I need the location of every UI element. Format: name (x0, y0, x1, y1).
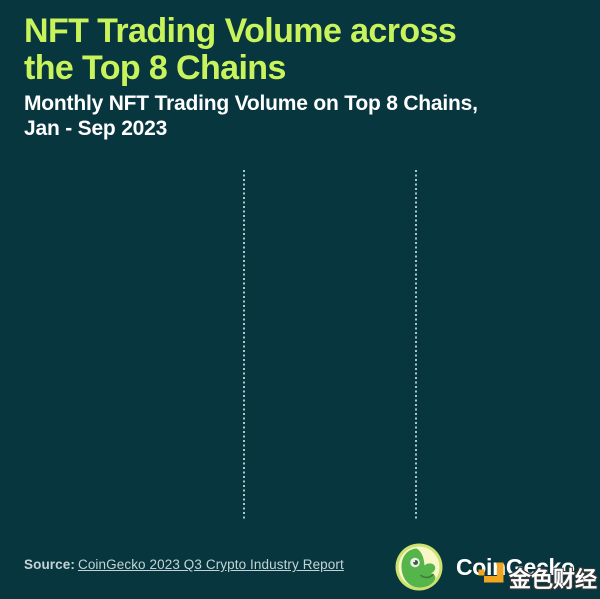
jinse-finance-icon (477, 560, 507, 591)
source-link[interactable]: CoinGecko 2023 Q3 Crypto Industry Report (77, 557, 344, 572)
chart-plot-area (0, 160, 600, 530)
chart-subtitle: Monthly NFT Trading Volume on Top 8 Chai… (24, 91, 478, 141)
gridline-dotted-left (243, 170, 245, 519)
brand-lockup: CoinGecko (395, 543, 575, 591)
title-line-2: the Top 8 Chains (24, 49, 286, 87)
watermark-lockup: 金色财经 (477, 560, 597, 594)
page-title: NFT Trading Volume across the Top 8 Chai… (24, 12, 457, 87)
subtitle-line-2: Jan - Sep 2023 (24, 117, 168, 140)
source-label: Source: (24, 557, 75, 572)
watermark-text: 金色财经 (509, 567, 598, 592)
coingecko-logo-icon (395, 543, 443, 591)
subtitle-line-1: Monthly NFT Trading Volume on Top 8 Chai… (24, 92, 478, 115)
title-line-1: NFT Trading Volume across (24, 12, 457, 50)
brand-name: CoinGecko (456, 553, 575, 580)
gridline-dotted-right (415, 170, 417, 519)
source-line: Source: CoinGecko 2023 Q3 Crypto Industry… (24, 557, 344, 572)
